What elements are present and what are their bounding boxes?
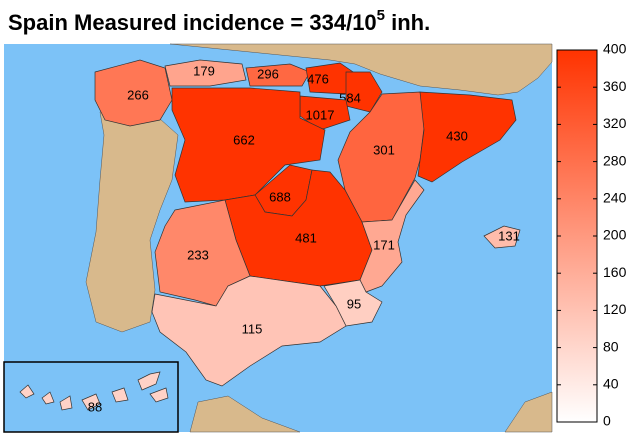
land (85, 109, 179, 333)
region-value: 1017 (306, 107, 335, 122)
tick-label: 40 (603, 376, 619, 392)
region (151, 275, 347, 387)
region-value: 662 (233, 132, 255, 147)
region (359, 179, 425, 293)
region (164, 59, 247, 87)
region (81, 393, 101, 411)
tick-label: 160 (603, 264, 627, 280)
region-value: 688 (269, 189, 291, 204)
region (149, 387, 169, 403)
region (19, 384, 35, 399)
region-value: 481 (295, 230, 317, 245)
region-value: 171 (373, 237, 395, 252)
region (245, 63, 311, 87)
region-value: 301 (373, 142, 395, 157)
tick-label: 0 (603, 413, 611, 429)
region (41, 391, 55, 405)
region (483, 225, 521, 249)
region (417, 91, 517, 183)
region-value: 131 (498, 228, 520, 243)
tick-label: 400 (603, 41, 627, 57)
land (189, 395, 301, 433)
tick-label: 360 (603, 78, 627, 94)
tick-label: 280 (603, 152, 627, 168)
region (137, 371, 161, 391)
region-value: 115 (242, 321, 263, 336)
region-value: 476 (307, 71, 329, 86)
region-value: 233 (187, 247, 209, 262)
tick-label: 200 (603, 227, 627, 243)
region-value: 95 (347, 296, 361, 311)
region-value: 266 (127, 87, 149, 102)
region-value: 430 (446, 128, 468, 143)
region (59, 395, 73, 411)
colorbar: 0 40 80 120 160 200 240 280 320 360 400 (556, 41, 627, 429)
region-value: 296 (257, 66, 279, 81)
region (94, 59, 173, 127)
tick-label: 320 (603, 115, 627, 131)
region (111, 387, 129, 403)
land (169, 43, 553, 96)
region (171, 87, 326, 203)
region-value: 88 (88, 399, 102, 414)
region-value: 179 (193, 63, 215, 78)
colorbar-scale (556, 49, 598, 423)
tick-label: 80 (603, 338, 619, 354)
land (504, 391, 553, 433)
tick-label: 240 (603, 190, 627, 206)
map-title: Spain Measured incidence = 334/105 inh. (8, 7, 430, 35)
tick-label: 120 (603, 301, 627, 317)
